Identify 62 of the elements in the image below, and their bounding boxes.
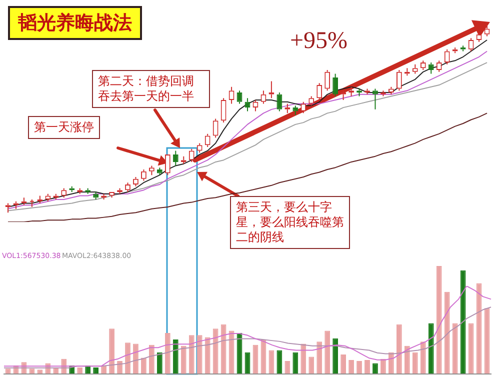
candlestick bbox=[212, 118, 218, 138]
bar bbox=[324, 330, 330, 374]
candlestick bbox=[228, 86, 234, 104]
chart-title: 韬光养晦战法 bbox=[8, 6, 142, 40]
candlestick bbox=[276, 92, 282, 112]
bar bbox=[308, 356, 314, 374]
candlestick bbox=[468, 38, 474, 52]
candlestick bbox=[396, 70, 402, 92]
bar bbox=[452, 323, 458, 374]
bar bbox=[364, 360, 370, 374]
bar bbox=[141, 358, 146, 374]
bar bbox=[300, 344, 306, 374]
bar bbox=[332, 338, 338, 374]
bar bbox=[212, 328, 218, 374]
bar bbox=[109, 328, 114, 374]
candlestick bbox=[444, 48, 450, 65]
bar bbox=[340, 354, 346, 374]
bar bbox=[428, 323, 434, 374]
bar bbox=[404, 346, 410, 374]
bar bbox=[436, 266, 442, 374]
candlestick bbox=[316, 82, 322, 101]
candlestick bbox=[45, 193, 51, 202]
candlestick bbox=[149, 165, 154, 176]
bar bbox=[460, 270, 466, 374]
bar bbox=[204, 337, 210, 374]
candlestick bbox=[29, 198, 34, 208]
bar bbox=[316, 342, 322, 374]
bar bbox=[133, 344, 138, 374]
bar bbox=[164, 332, 170, 374]
bar bbox=[156, 352, 162, 374]
bar bbox=[284, 361, 290, 374]
annotation: 第一天涨停 bbox=[28, 116, 100, 139]
candlestick bbox=[428, 62, 434, 74]
annotation: 第三天，要么十字星，要么阳线吞噬第二的阴线 bbox=[230, 196, 350, 249]
bar bbox=[188, 335, 194, 374]
candlestick bbox=[292, 105, 298, 116]
bar bbox=[420, 342, 426, 374]
bar bbox=[444, 292, 450, 374]
candlestick bbox=[164, 154, 170, 176]
bar bbox=[117, 361, 122, 374]
annotation: 第二天：借势回调吞去第一天的一半 bbox=[92, 70, 210, 108]
candlestick bbox=[188, 148, 194, 162]
bar bbox=[125, 342, 130, 374]
candlestick bbox=[204, 133, 210, 148]
candlestick bbox=[332, 73, 338, 97]
annotation: +95% bbox=[290, 27, 348, 56]
candlestick bbox=[236, 90, 242, 104]
bar bbox=[180, 346, 186, 374]
bar bbox=[348, 360, 354, 374]
bar bbox=[276, 350, 282, 374]
bar bbox=[356, 361, 362, 374]
bar bbox=[372, 363, 378, 374]
bar bbox=[172, 339, 178, 374]
bar bbox=[412, 352, 418, 374]
bar bbox=[149, 344, 154, 374]
bar bbox=[196, 335, 202, 374]
candlestick bbox=[324, 70, 330, 92]
bar bbox=[292, 352, 298, 374]
bar bbox=[380, 358, 386, 374]
candlestick bbox=[372, 88, 378, 110]
bar bbox=[396, 324, 402, 374]
candlestick bbox=[412, 64, 418, 74]
